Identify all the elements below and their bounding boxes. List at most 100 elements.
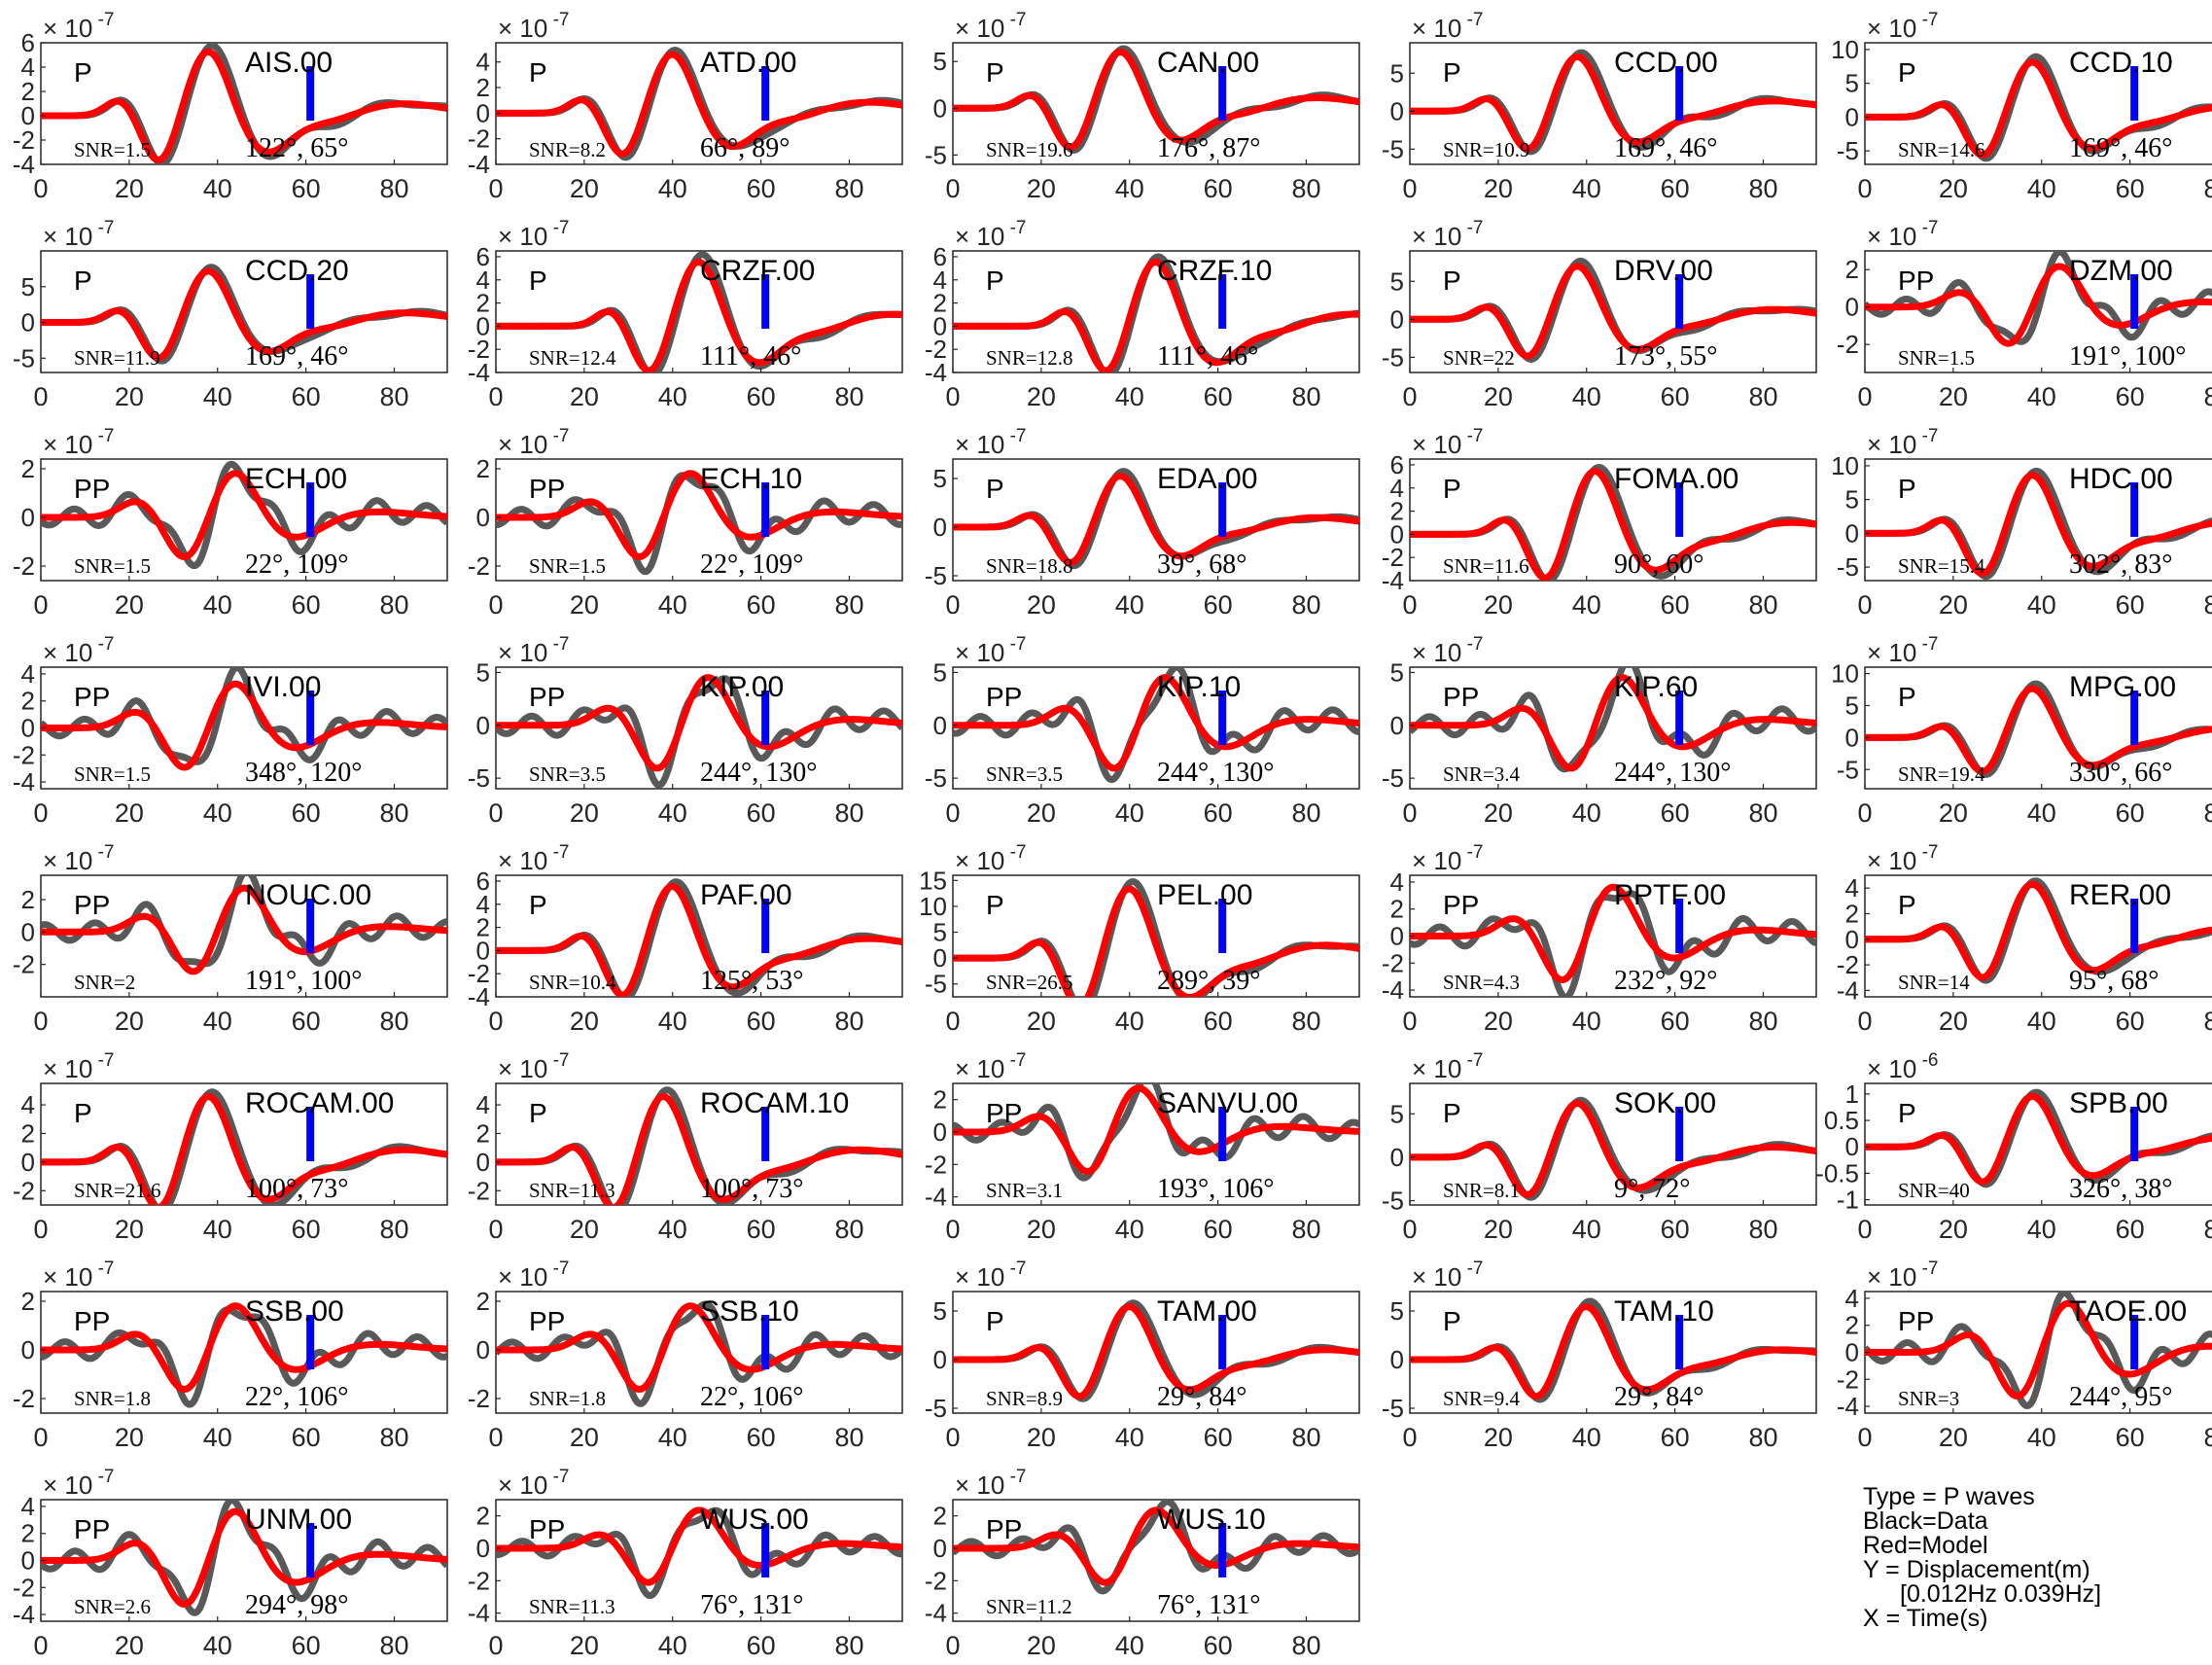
- y-tick-label: -5: [1382, 1394, 1404, 1423]
- x-tick-label: 20: [1939, 1423, 1968, 1452]
- phase-label: PP: [1898, 1306, 1934, 1336]
- y-tick-label: 5: [933, 657, 947, 687]
- y-tick-label: -5: [925, 970, 947, 999]
- data-trace: [1865, 251, 2212, 345]
- x-tick-label: 20: [1484, 590, 1513, 620]
- y-exponent-label: × 10 -7: [43, 1050, 115, 1083]
- x-tick-label: 20: [1027, 1215, 1056, 1244]
- x-tick-label: 0: [1857, 590, 1872, 620]
- x-tick-label: 60: [1661, 1007, 1690, 1036]
- snr-label: SNR=8.9: [986, 1387, 1063, 1410]
- azimuth-label: 348°, 120°: [245, 758, 362, 788]
- y-exponent-label: × 10 -7: [498, 10, 570, 43]
- station-label: SSB.00: [245, 1295, 344, 1328]
- phase-marker: [306, 1315, 315, 1369]
- model-trace: [953, 885, 1359, 997]
- azimuth-label: 22°, 106°: [245, 1382, 348, 1412]
- y-exponent-label: × 10 -7: [1412, 634, 1484, 667]
- x-tick-label: 20: [1484, 382, 1513, 411]
- x-tick-label: 80: [1748, 1007, 1777, 1036]
- x-tick-label: 60: [1204, 1007, 1233, 1036]
- x-tick-label: 60: [2116, 1007, 2145, 1036]
- phase-marker: [306, 482, 315, 537]
- y-tick-label: 0: [1390, 519, 1404, 549]
- x-tick-label: 0: [945, 1631, 960, 1660]
- phase-label: PP: [74, 1514, 110, 1544]
- phase-marker: [306, 274, 315, 329]
- x-tick-label: 20: [1484, 1007, 1513, 1036]
- model-trace: [1410, 1099, 1816, 1198]
- x-tick-label: 20: [1027, 798, 1056, 828]
- y-tick-label: -5: [925, 561, 947, 590]
- x-tick-label: 20: [570, 798, 599, 828]
- y-exponent-label: × 10 -7: [955, 1050, 1027, 1083]
- model-trace: [953, 258, 1359, 372]
- y-tick-label: -2: [1837, 950, 1859, 979]
- phase-marker: [306, 1523, 315, 1577]
- x-tick-label: 20: [1939, 1007, 1968, 1036]
- x-tick-label: 20: [570, 382, 599, 411]
- x-tick-label: 0: [945, 590, 960, 620]
- station-label: SSB.10: [700, 1295, 799, 1328]
- axes-box: [495, 1082, 903, 1206]
- station-label: TAOE.00: [2069, 1295, 2187, 1328]
- x-tick-label: 60: [292, 1423, 321, 1452]
- azimuth-label: 244°, 95°: [2069, 1382, 2172, 1412]
- y-tick-label: -4: [925, 358, 947, 387]
- y-exponent-label: × 10 -6: [1867, 1050, 1939, 1083]
- phase-marker: [1218, 1315, 1227, 1369]
- x-tick-label: 20: [115, 174, 144, 203]
- phase-label: P: [1443, 1098, 1461, 1128]
- x-tick-label: 0: [1402, 1215, 1417, 1244]
- x-tick-label: 80: [2203, 798, 2212, 828]
- y-tick-label: 0: [21, 503, 35, 532]
- y-exponent-label: × 10 -7: [1412, 10, 1484, 43]
- y-tick-label: 6: [21, 28, 35, 57]
- y-exponent-label: × 10 -7: [1412, 218, 1484, 251]
- y-tick-label: -4: [13, 1600, 35, 1629]
- model-trace: [953, 674, 1359, 772]
- phase-marker: [1675, 1315, 1684, 1369]
- x-tick-label: 80: [1748, 174, 1777, 203]
- x-tick-label: 40: [658, 382, 687, 411]
- y-tick-label: 0: [933, 711, 947, 740]
- y-tick-label: 2: [933, 1502, 947, 1531]
- x-tick-label: 80: [834, 1007, 863, 1036]
- x-tick-label: 20: [570, 590, 599, 620]
- x-tick-label: 80: [1291, 174, 1320, 203]
- y-tick-label: 0: [933, 1345, 947, 1374]
- y-tick-label: -2: [13, 740, 35, 769]
- phase-marker: [1218, 66, 1227, 121]
- model-trace: [496, 674, 902, 772]
- y-tick-label: 0: [21, 1335, 35, 1364]
- y-exponent-label: × 10 -7: [955, 426, 1027, 459]
- snr-label: SNR=12.4: [529, 346, 616, 370]
- y-tick-label: 2: [476, 454, 490, 483]
- phase-label: PP: [1443, 890, 1479, 920]
- x-tick-label: 80: [1291, 1215, 1320, 1244]
- y-tick-label: 4: [476, 1090, 490, 1119]
- y-tick-label: 2: [1845, 255, 1859, 284]
- panel-drv-00: 0 20 40 60 80 5 0 -5 × 10 -7 P DRV.00 SNR=22 173°, 5…: [1382, 218, 1817, 411]
- y-tick-label: 0: [476, 311, 490, 340]
- y-tick-label: 5: [21, 272, 35, 301]
- phase-label: P: [529, 266, 547, 296]
- phase-label: P: [1898, 890, 1916, 920]
- x-tick-label: 60: [1204, 1215, 1233, 1244]
- azimuth-label: 169°, 46°: [1614, 133, 1717, 163]
- y-tick-label: 0: [21, 101, 35, 130]
- y-exponent-label: × 10 -7: [43, 426, 115, 459]
- azimuth-label: 22°, 109°: [700, 549, 803, 580]
- y-tick-label: -2: [468, 1566, 490, 1595]
- x-tick-label: 40: [1572, 798, 1601, 828]
- phase-marker: [306, 899, 315, 953]
- y-tick-label: -5: [1382, 763, 1404, 793]
- x-tick-label: 80: [834, 174, 863, 203]
- phase-marker: [761, 482, 770, 537]
- x-tick-label: 20: [570, 1215, 599, 1244]
- phase-marker: [761, 274, 770, 329]
- legend-line: Red=Model: [1863, 1532, 1988, 1559]
- figure-legend: Type = P waves Black=Data Red=Model Y = Dis…: [1863, 1485, 2194, 1631]
- snr-label: SNR=19.6: [986, 138, 1072, 161]
